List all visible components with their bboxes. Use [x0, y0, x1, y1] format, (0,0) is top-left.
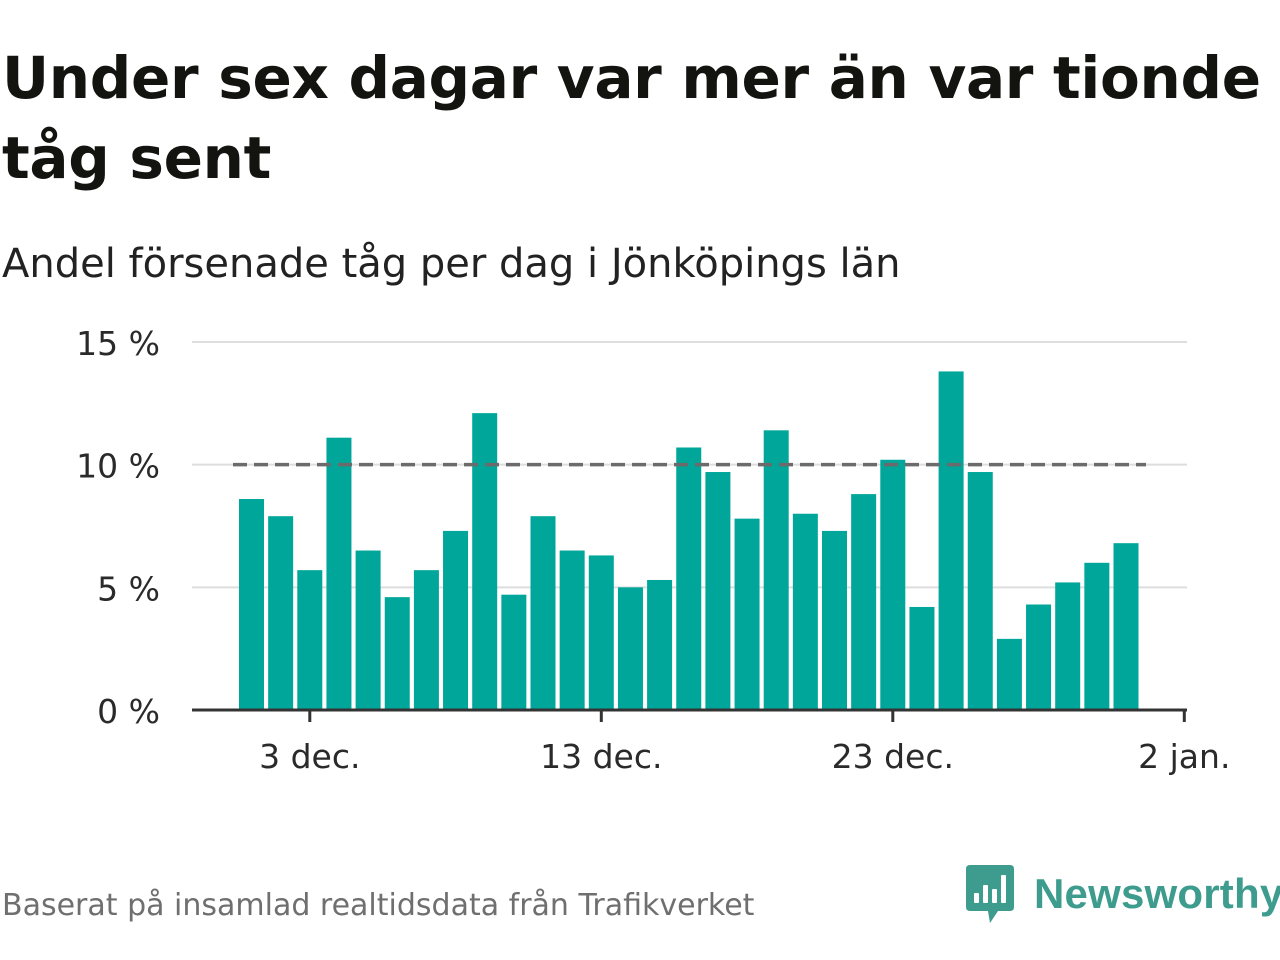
bar [763, 430, 789, 710]
bar [880, 459, 906, 710]
source-note: Baserat på insamlad realtidsdata från Tr… [2, 888, 755, 923]
bar [443, 530, 469, 710]
bar [822, 530, 847, 710]
bar [909, 606, 935, 710]
bar [326, 437, 352, 710]
bar [588, 555, 614, 710]
y-tick-label: 0 % [97, 692, 160, 731]
bar [705, 472, 731, 710]
bar [851, 494, 877, 710]
bar [239, 499, 264, 710]
bar [734, 518, 760, 710]
y-tick-label: 5 % [97, 569, 160, 608]
bar [559, 550, 585, 710]
newsworthy-logo: Newsworthy [964, 862, 1280, 926]
bar [501, 594, 527, 710]
x-tick-label: 13 dec. [540, 737, 662, 776]
bar [472, 413, 498, 710]
y-tick-label: 10 % [76, 447, 160, 486]
x-tick-label: 2 jan. [1138, 737, 1230, 776]
bar [268, 516, 294, 710]
bar [996, 638, 1022, 710]
chart-subtitle: Andel försenade tåg per dag i Jönköpings… [2, 241, 901, 287]
y-tick-label: 15 % [76, 324, 160, 363]
chart-title: Under sex dagar var mer än var tionde tå… [2, 44, 1261, 192]
x-tick-label: 23 dec. [832, 737, 954, 776]
bar-chart: 0 % 5 % 10 % 15 % 3 dec. 13 dec. 23 dec. 2 jan. [76, 324, 1230, 776]
bar [297, 570, 323, 710]
bar [938, 371, 964, 710]
x-tick-label: 3 dec. [259, 737, 360, 776]
bar [355, 550, 381, 710]
bars [239, 371, 1139, 710]
bar [647, 579, 673, 710]
bar [384, 597, 410, 710]
bar [530, 516, 556, 710]
bar [617, 587, 643, 710]
newsworthy-icon [966, 865, 1014, 923]
bar [1084, 562, 1110, 710]
bar [792, 513, 818, 710]
axes: 0 % 5 % 10 % 15 % 3 dec. 13 dec. 23 dec. 2 jan. [76, 324, 1230, 776]
bar [676, 447, 702, 710]
bar [1113, 543, 1139, 710]
bar [1055, 582, 1081, 710]
brand-name: Newsworthy [1034, 870, 1280, 917]
bar [413, 570, 439, 710]
bar [967, 472, 993, 710]
bar [1026, 604, 1052, 710]
